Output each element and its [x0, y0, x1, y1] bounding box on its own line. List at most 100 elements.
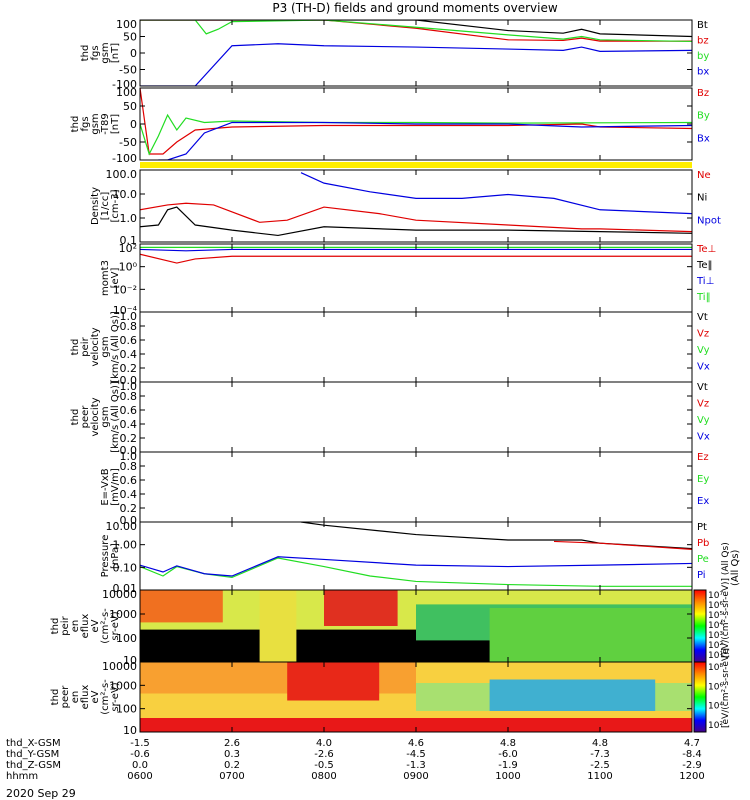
y-tick-label: 0.6 [120, 404, 138, 417]
y-tick-label: 0 [130, 118, 137, 131]
y-tick-label: 0.0 [120, 444, 138, 457]
legend-entry: Bz [697, 88, 709, 99]
y-tick-label: -100 [112, 152, 137, 165]
y-axis-label: thd [50, 689, 61, 706]
spectrogram-peer-eflux [140, 662, 692, 732]
spectrogram-band [489, 679, 656, 711]
colorbar-tick-label: 10⁶ [708, 601, 723, 611]
legend-entry: Ey [697, 474, 709, 485]
y-axis-label: [eV] [110, 268, 121, 289]
series-Bt [140, 20, 692, 38]
legend-entry: Pi [697, 570, 706, 581]
legend-entry: Pe [697, 554, 709, 565]
y-axis-label: thd [70, 116, 81, 133]
y-tick-label: 0.0 [120, 514, 138, 527]
x-tick-label: -8.4 [682, 749, 702, 760]
series-Ni [140, 206, 692, 237]
y-tick-label: 0.1 [120, 234, 138, 247]
x-tick-label: 2.6 [224, 738, 240, 749]
colorbar-tick-label: 10⁸ [708, 663, 723, 673]
series-Ne [140, 202, 692, 233]
y-tick-label: 1000 [109, 608, 137, 621]
y-tick-label: 10 [123, 654, 137, 667]
x-tick-label: 0900 [403, 771, 428, 782]
x-tick-label: 4.6 [408, 738, 424, 749]
x-tick-label: -0.5 [314, 760, 334, 771]
y-axis-label: [km/s (All Qs)] [110, 381, 121, 453]
y-axis-label: peer [80, 405, 91, 429]
series-Pi [140, 556, 692, 577]
series-Bz [140, 88, 692, 155]
x-tick-label: 4.8 [500, 738, 516, 749]
y-tick-label: 0.2 [120, 502, 138, 515]
y-axis-label: sr-eV) [110, 682, 121, 711]
legend-entry: Ex [697, 496, 709, 507]
y-tick-label: 1.00 [113, 539, 138, 552]
panel-frame [139, 311, 693, 383]
y-tick-label: 0 [130, 47, 137, 60]
y-axis-label: [1/cc] [100, 192, 111, 221]
y-tick-label: 10.0 [113, 188, 138, 201]
series-bz [140, 20, 692, 42]
legend-entry: Ti⊥ [696, 276, 714, 287]
y-tick-label: 1000 [109, 679, 137, 692]
x-tick-label: 1100 [587, 771, 612, 782]
x-tick-label: -7.3 [590, 749, 610, 760]
series-Pe [140, 557, 692, 587]
y-axis-label: [nT] [110, 43, 121, 63]
y-axis-label: peer [60, 685, 71, 709]
legend-entry: Te‖ [696, 260, 713, 271]
y-tick-label: 0.4 [120, 418, 138, 431]
x-tick-label: 0700 [219, 771, 244, 782]
x-tick-label: -1.9 [498, 760, 518, 771]
spectrogram-band [259, 590, 297, 662]
y-axis-label: en [70, 620, 81, 633]
x-tick-label: -6.0 [498, 749, 518, 760]
panel-peir-eflux: 10⁷10⁶10⁵10⁴10³10²10¹[eV/(cm²-s-sr-eV)] … [50, 542, 731, 667]
x-tick-label: 0.3 [224, 749, 240, 760]
legend-entry: Pt [697, 522, 707, 533]
y-tick-label: 0.2 [120, 362, 138, 375]
y-axis-label: sr-eV) [110, 611, 121, 640]
legend-entry: Ne [697, 170, 711, 181]
x-tick-label: 0600 [127, 771, 152, 782]
y-tick-label: 0.8 [120, 460, 138, 473]
y-tick-label: 10⁻² [113, 283, 137, 296]
y-tick-label: 1.0 [120, 450, 138, 463]
y-axis-label: gsm [100, 406, 111, 427]
series-Npot [300, 172, 692, 215]
y-tick-label: 50 [123, 100, 137, 113]
y-tick-label: 100 [116, 86, 137, 99]
legend-entry: Vy [697, 345, 710, 356]
y-axis-label: thd [70, 409, 81, 426]
x-tick-label: 4.0 [316, 738, 332, 749]
x-tick-label: 4.8 [592, 738, 608, 749]
legend-entry: Ti‖ [696, 292, 711, 303]
colorbar-tick-label: 10⁷ [708, 591, 723, 601]
y-tick-label: 0.4 [120, 348, 138, 361]
y-tick-label: 1.0 [120, 212, 138, 225]
y-tick-label: 0.10 [113, 561, 138, 574]
legend-entry: Bx [697, 133, 710, 144]
x-tick-label: -2.9 [682, 760, 702, 771]
legend-entry: Bt [697, 20, 708, 31]
colorbar-label: [eV/(cm²-s-sr-eV)] (All Qs) [721, 542, 731, 658]
legend-entry: bz [697, 36, 709, 47]
y-tick-label: 10.00 [106, 520, 138, 533]
series-By [140, 113, 692, 156]
x-axis-labels: thd_X-GSM -1.5 2.6 4.0 4.6 4.8 4.8 4.7 thd_Y-GSM… [6, 738, 705, 782]
y-tick-label: 0.0 [120, 374, 138, 387]
y-tick-label: 0.6 [120, 474, 138, 487]
x-row-label: thd_X-GSM [6, 738, 61, 749]
y-axis-label: eV [90, 619, 101, 632]
x-row-label: hhmm [6, 771, 38, 782]
y-axis-label: Pressure [100, 535, 111, 578]
colorbar-tick-label: 10³ [708, 631, 723, 641]
y-tick-label: -50 [119, 136, 137, 149]
legend-entry: Vz [697, 329, 709, 340]
y-tick-label: 10⁰ [119, 261, 138, 274]
